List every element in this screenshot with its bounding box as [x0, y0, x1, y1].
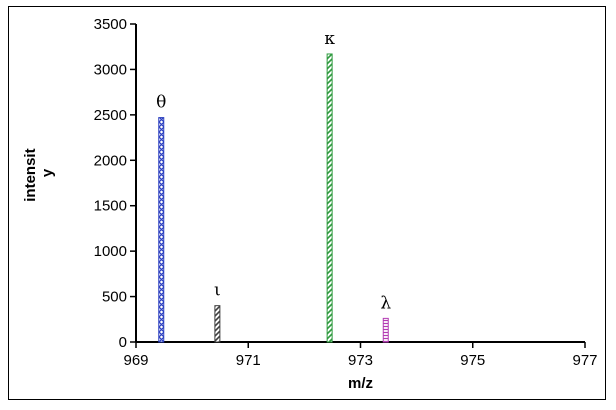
y-tick-label: 2500	[94, 107, 127, 124]
x-tick-label: 971	[236, 352, 261, 369]
y-tick-label: 2000	[94, 152, 127, 169]
chart-frame: 0 500 1000 1500 2000 2500 3000 3500 969 971 973 975…	[8, 6, 606, 400]
y-axis-title-line-1: intensit	[22, 148, 39, 201]
peak-bar	[382, 317, 389, 343]
peak-label: ι	[214, 281, 221, 301]
x-tick-label: 975	[460, 352, 485, 369]
x-axis-title: m/z	[348, 375, 373, 392]
x-tick-label: 977	[572, 352, 597, 369]
y-tick-label: 1000	[94, 243, 127, 260]
x-tick-label: 969	[123, 352, 148, 369]
peak-label: θ	[156, 93, 166, 113]
peak-bar	[158, 117, 165, 343]
y-tick-label: 0	[119, 334, 127, 351]
peak-bar	[214, 305, 221, 343]
y-tick-label: 500	[102, 289, 127, 306]
x-tick-label: 973	[348, 352, 373, 369]
y-tick-label: 1500	[94, 198, 127, 215]
y-tick-label: 3500	[94, 16, 127, 33]
peak-bar	[326, 53, 333, 343]
y-tick-label: 3000	[94, 61, 127, 78]
chart-svg: 0 500 1000 1500 2000 2500 3000 3500 969 971 973 975…	[22, 16, 598, 392]
y-axis-title: intensit y	[22, 144, 56, 202]
peak-label: κ	[324, 29, 335, 49]
peak-label: λ	[380, 293, 391, 313]
y-axis-title-line-2: y	[39, 168, 56, 177]
